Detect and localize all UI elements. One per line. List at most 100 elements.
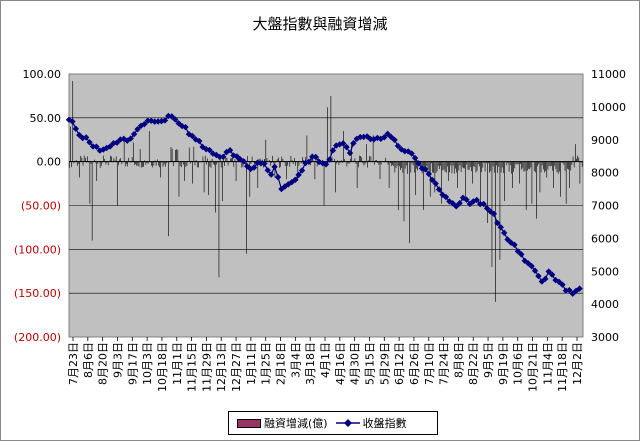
bar (97, 161, 99, 164)
bar (327, 107, 328, 162)
bar (496, 161, 497, 166)
index-point (566, 286, 573, 294)
index-point (250, 164, 258, 171)
bar (179, 161, 181, 167)
bar (431, 161, 432, 164)
bar (375, 160, 376, 162)
bar (280, 161, 281, 167)
index-point (439, 191, 446, 198)
index-point (507, 239, 515, 246)
bar (289, 161, 291, 167)
bar (336, 161, 337, 164)
bar (276, 159, 278, 162)
index-point (336, 141, 343, 148)
bar (467, 161, 469, 170)
bar (399, 161, 400, 167)
index-point (367, 135, 374, 143)
bar (468, 161, 470, 170)
bar (118, 161, 119, 166)
bar (300, 161, 302, 164)
bar (291, 160, 293, 162)
bar (335, 161, 336, 193)
bar (70, 126, 71, 162)
bar (447, 161, 448, 167)
bar (287, 161, 288, 166)
bar (132, 142, 134, 162)
y-right-tick-label: 9000 (591, 134, 619, 147)
x-tick-label: 12月2日 (571, 342, 584, 385)
index-point (291, 176, 299, 184)
bar (522, 161, 524, 169)
x-tick-label: 7月10日 (423, 342, 436, 385)
index-point (384, 130, 391, 138)
bar (175, 150, 176, 162)
bar (388, 161, 390, 188)
bar (159, 161, 160, 168)
bar (365, 144, 367, 162)
index-point (305, 158, 313, 166)
bar (508, 161, 510, 172)
bar (529, 161, 530, 170)
bar (268, 160, 270, 162)
bar (477, 161, 479, 165)
bar (202, 156, 204, 162)
bar (247, 156, 248, 162)
index-point (463, 196, 470, 203)
index-point (545, 268, 552, 275)
legend-bar-swatch (237, 418, 261, 428)
bar (376, 160, 377, 162)
bar (348, 161, 350, 164)
bar (459, 161, 461, 166)
bar (540, 161, 542, 173)
bar (282, 158, 284, 162)
bar (259, 158, 261, 162)
bar (482, 161, 484, 168)
bar (136, 161, 138, 166)
bar (395, 161, 397, 169)
bar (134, 161, 135, 166)
bar (145, 161, 147, 165)
bar (184, 161, 185, 181)
bar (452, 161, 454, 166)
index-point (172, 116, 179, 123)
bar (154, 160, 156, 162)
x-tick-label: 2月18日 (275, 342, 288, 385)
bar (469, 161, 471, 168)
bar (111, 156, 112, 162)
bar (171, 148, 173, 162)
bar (338, 161, 340, 165)
x-tick-label: 3月4日 (289, 342, 302, 378)
bar (396, 161, 398, 166)
index-point (391, 136, 398, 144)
index-point (206, 146, 213, 154)
bar (337, 160, 339, 162)
bar (123, 139, 125, 162)
index-point (504, 236, 511, 243)
bar (219, 158, 221, 162)
bar (124, 161, 126, 167)
index-point (569, 290, 576, 297)
bar (220, 161, 222, 168)
bar (488, 161, 489, 164)
index-point (535, 272, 542, 280)
bar (463, 161, 464, 169)
bar (273, 161, 275, 164)
bar (262, 159, 263, 162)
bar (527, 161, 528, 171)
bar (264, 158, 265, 162)
bar (81, 157, 83, 162)
index-point (415, 160, 422, 167)
bar (227, 161, 229, 166)
bar (107, 161, 109, 166)
bar (489, 161, 490, 173)
bar (233, 161, 235, 167)
bar (87, 156, 88, 162)
bar (344, 159, 345, 162)
bar (362, 161, 364, 164)
bar (436, 161, 438, 172)
index-point (329, 147, 337, 154)
bar (513, 161, 514, 172)
index-point (521, 257, 528, 264)
bar (379, 161, 381, 180)
